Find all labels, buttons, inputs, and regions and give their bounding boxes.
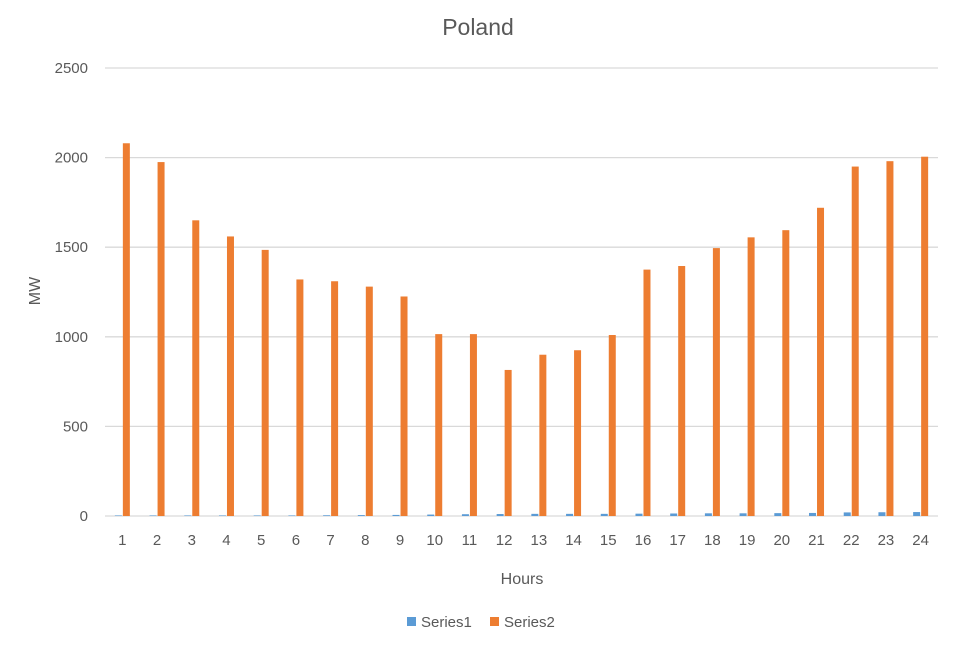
x-tick-label: 22	[843, 532, 860, 549]
x-tick-label: 15	[600, 532, 617, 549]
bar-series1-hour-4	[218, 515, 226, 516]
gridlines	[105, 67, 938, 517]
y-axis-ticks: 0 500 1000 1500 2000 2500	[55, 60, 88, 525]
x-tick-label: 17	[669, 532, 686, 549]
bar-series1-hour-10	[427, 514, 435, 516]
bar-series2-hour-8	[365, 286, 373, 516]
bar-series2-hour-15	[608, 335, 616, 516]
x-tick-label: 18	[704, 532, 721, 549]
x-tick-label: 11	[462, 532, 478, 549]
bar-series2-hour-12	[504, 369, 512, 516]
bar-series2-hour-21	[817, 207, 825, 516]
legend: Series1 Series2	[407, 614, 555, 631]
x-tick-label: 23	[878, 532, 895, 549]
x-tick-label: 2	[153, 532, 161, 549]
bar-series1-hour-19	[739, 513, 747, 516]
bar-series1-hour-20	[774, 513, 782, 516]
bar-series2-hour-7	[331, 281, 339, 516]
bar-series2-hour-22	[851, 166, 859, 516]
bar-series1-hour-5	[253, 515, 261, 516]
bar-series1-hour-7	[323, 515, 331, 516]
legend-label-series2: Series2	[504, 614, 555, 631]
bar-series2-hour-24	[921, 156, 929, 517]
x-tick-label: 4	[222, 532, 230, 549]
bar-series1-hour-23	[878, 512, 886, 516]
x-tick-label: 3	[188, 532, 196, 549]
bar-series1-hour-8	[357, 515, 365, 516]
x-tick-label: 16	[635, 532, 652, 549]
y-tick-label: 0	[80, 508, 88, 525]
x-tick-label: 1	[118, 532, 126, 549]
bar-series2-hour-1	[122, 143, 130, 516]
bar-series2-hour-2	[157, 162, 165, 516]
bar-series1-hour-11	[461, 514, 469, 516]
x-tick-label: 19	[739, 532, 756, 549]
chart-title: Poland	[442, 14, 514, 40]
x-tick-label: 14	[565, 532, 582, 549]
bar-series2-hour-14	[574, 350, 582, 516]
bar-series1-hour-22	[843, 512, 851, 516]
bar-series1-hour-15	[600, 513, 608, 516]
y-axis-title: MW	[27, 276, 44, 305]
bar-series2-hour-9	[400, 296, 408, 516]
x-tick-label: 24	[912, 532, 929, 549]
bar-series2-hour-6	[296, 279, 304, 516]
x-axis-ticks: 1 2 3 4 5 6 7 8 9 10 11 12 13 14 15 16 17 18 19 20 21 22 23 24	[118, 532, 929, 549]
bar-series1-hour-2	[149, 515, 157, 516]
bar-series1-hour-1	[114, 515, 122, 516]
legend-label-series1: Series1	[421, 614, 472, 631]
x-tick-label: 10	[426, 532, 443, 549]
x-tick-label: 13	[531, 532, 548, 549]
bar-series2-hour-20	[782, 230, 790, 516]
x-tick-label: 20	[773, 532, 790, 549]
x-tick-label: 21	[808, 532, 825, 549]
x-tick-label: 9	[396, 532, 404, 549]
x-tick-label: 5	[257, 532, 265, 549]
bar-series1-hour-21	[809, 512, 817, 516]
bar-series2-hour-3	[192, 220, 200, 516]
bar-series2-hour-13	[539, 354, 547, 516]
y-tick-label: 500	[63, 418, 88, 435]
bar-series2-hour-10	[435, 334, 443, 516]
bar-series2-hour-11	[469, 334, 477, 516]
bar-series1-hour-18	[704, 513, 712, 516]
bar-series1-hour-24	[913, 512, 921, 516]
bar-series1-hour-3	[184, 515, 192, 516]
bar-series1-hour-16	[635, 513, 643, 516]
x-tick-label: 8	[361, 532, 369, 549]
x-axis-title: Hours	[501, 571, 544, 588]
legend-swatch-series2	[490, 617, 499, 626]
bar-series2-hour-18	[712, 248, 720, 516]
bar-series2-hour-23	[886, 161, 894, 516]
bar-series2-hour-17	[678, 266, 686, 516]
bar-series1-hour-12	[496, 514, 504, 516]
bar-series1-hour-9	[392, 514, 400, 516]
y-tick-label: 2000	[55, 150, 88, 167]
x-tick-label: 12	[496, 532, 513, 549]
bar-series1-hour-17	[670, 513, 678, 516]
bar-series2-hour-5	[261, 249, 269, 516]
bar-series1-hour-6	[288, 515, 296, 516]
bar-series2-hour-19	[747, 237, 755, 516]
bar-series2-hour-16	[643, 269, 651, 516]
y-tick-label: 1500	[55, 239, 88, 256]
x-tick-label: 6	[292, 532, 300, 549]
bar-series2-hour-4	[226, 236, 234, 516]
y-tick-label: 2500	[55, 60, 88, 77]
x-tick-label: 7	[326, 532, 334, 549]
y-tick-label: 1000	[55, 329, 88, 346]
bars	[114, 143, 929, 517]
bar-series1-hour-14	[566, 513, 574, 516]
legend-swatch-series1	[407, 617, 416, 626]
bar-series1-hour-13	[531, 513, 539, 516]
